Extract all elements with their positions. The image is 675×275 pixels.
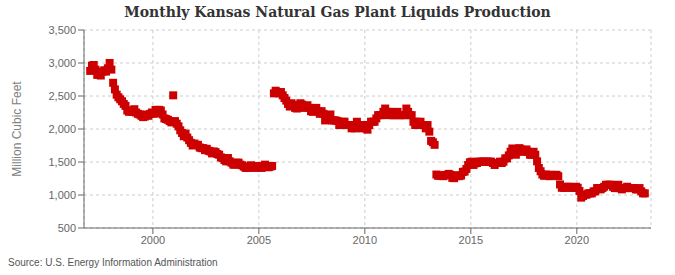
svg-text:3,500: 3,500: [48, 24, 76, 36]
svg-text:Million Cubic Feet: Million Cubic Feet: [10, 81, 24, 177]
svg-text:1,500: 1,500: [48, 156, 76, 168]
svg-text:2015: 2015: [459, 234, 483, 246]
svg-text:2,000: 2,000: [48, 123, 76, 135]
html-text:Monthly Kansas Natural Gas Pla: Monthly Kansas Natural Gas Plant Liquids…: [124, 4, 551, 20]
svg-text:2005: 2005: [247, 234, 271, 246]
svg-text:1,000: 1,000: [48, 189, 76, 201]
svg-text:2010: 2010: [353, 234, 377, 246]
svg-text:3,000: 3,000: [48, 57, 76, 69]
svg-text:2020: 2020: [565, 234, 589, 246]
svg-text:2,500: 2,500: [48, 90, 76, 102]
svg-text:500: 500: [58, 222, 76, 234]
html-text:Source: U.S. Energy Informatio: Source: U.S. Energy Information Administ…: [8, 257, 218, 268]
svg-text:2000: 2000: [141, 234, 165, 246]
